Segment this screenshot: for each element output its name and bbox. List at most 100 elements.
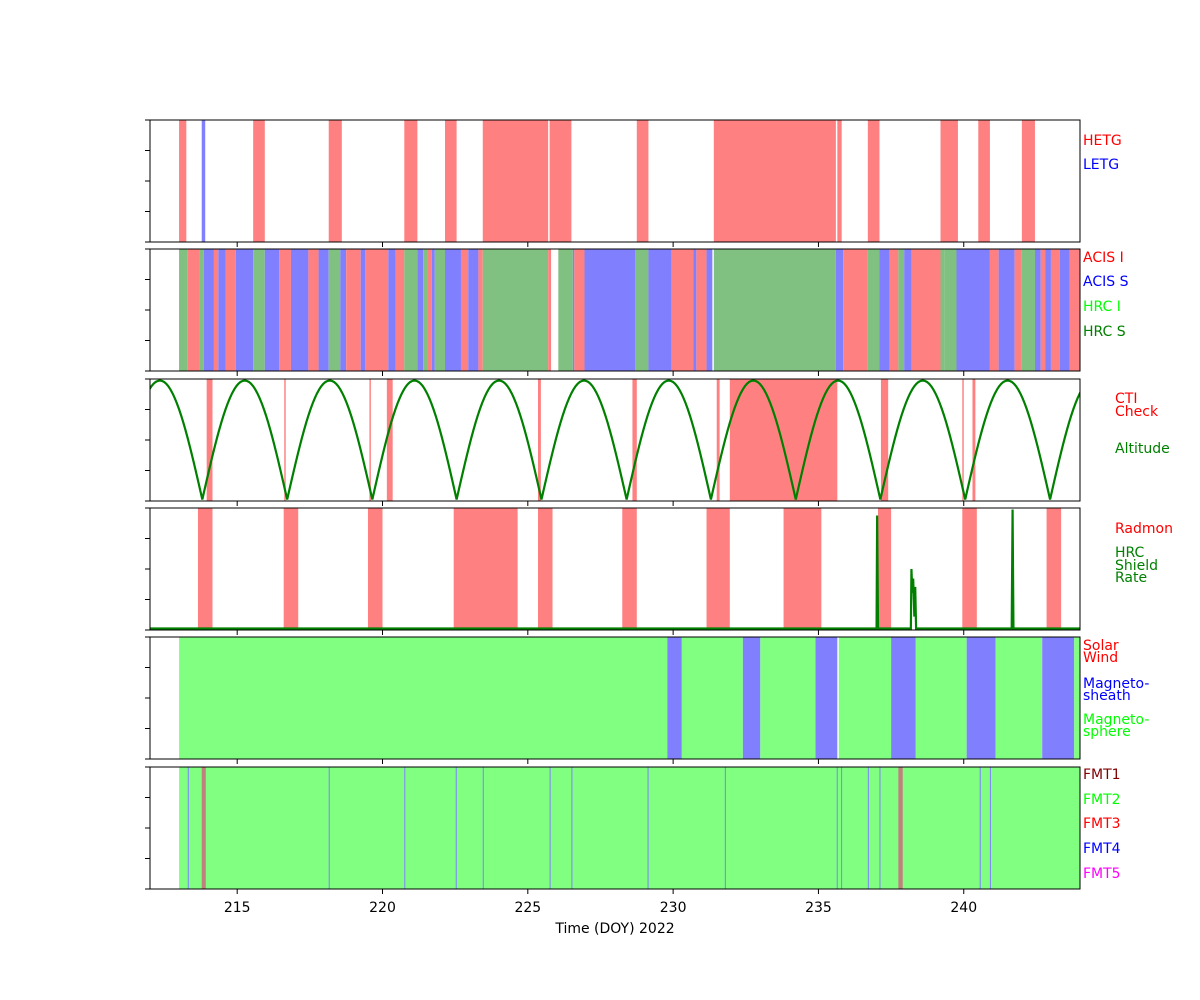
span-bar <box>460 249 469 371</box>
legend-label: FMT3 <box>1083 816 1121 832</box>
span-bar <box>468 249 479 371</box>
span-bar <box>346 249 361 371</box>
span-bar <box>836 767 838 889</box>
span-bar <box>979 767 981 889</box>
span-bar <box>369 379 371 501</box>
legend-label: sheath <box>1083 688 1131 704</box>
span-bar <box>482 249 549 371</box>
span-bar <box>558 249 573 371</box>
span-bar <box>989 767 991 889</box>
span-bar <box>647 767 649 889</box>
legend-label: HRC <box>1115 545 1145 561</box>
span-bar <box>667 637 682 759</box>
x-tick-label: 225 <box>514 900 541 916</box>
legend-label: Magneto- <box>1083 676 1149 692</box>
legend-label: Shield <box>1115 558 1158 574</box>
span-bar <box>318 249 329 371</box>
span-bar <box>1021 249 1035 371</box>
span-bar <box>724 767 726 889</box>
span-bar <box>218 249 226 371</box>
span-bar <box>243 249 254 371</box>
span-bar <box>549 767 551 889</box>
legend-label: ACIS S <box>1083 274 1129 290</box>
span-bar <box>880 379 889 501</box>
span-bar <box>713 249 836 371</box>
panel-fmt: FMT1 FMT2 FMT3 FMT4 FMT5 <box>145 766 1121 894</box>
legend-label: Altitude <box>1115 441 1170 457</box>
span-bar <box>843 249 868 371</box>
span-bar <box>404 767 406 889</box>
span-bar <box>1040 249 1046 371</box>
altitude-line <box>150 379 1080 500</box>
span-bar <box>478 249 483 371</box>
span-bar <box>340 249 347 371</box>
span-bar <box>635 249 649 371</box>
span-bar <box>584 249 636 371</box>
span-bar <box>179 120 187 242</box>
span-bar <box>898 767 903 889</box>
legend-label: sphere <box>1083 724 1131 740</box>
span-bar <box>574 249 585 371</box>
legend-label: Magneto- <box>1083 712 1149 728</box>
span-bar <box>837 120 842 242</box>
panel-plot-area <box>179 120 1035 242</box>
span-bar <box>904 249 912 371</box>
span-bar <box>206 379 213 501</box>
legend-label: HRC S <box>1083 324 1126 340</box>
legend-label: FMT1 <box>1083 767 1121 783</box>
span-bar <box>1059 249 1070 371</box>
span-bar <box>388 249 396 371</box>
panel-plot-area <box>179 767 1080 889</box>
span-bar <box>696 249 707 371</box>
span-bar <box>417 249 424 371</box>
panel-frame <box>149 378 1081 502</box>
span-bar <box>187 767 189 889</box>
span-bar <box>622 508 637 630</box>
span-bar <box>482 767 484 889</box>
span-bar <box>455 767 457 889</box>
span-bar <box>1046 508 1062 630</box>
legend-label: LETG <box>1083 157 1119 173</box>
span-bar <box>729 379 838 501</box>
span-bar <box>386 379 393 501</box>
span-bar <box>898 249 905 371</box>
span-bar <box>915 637 967 759</box>
span-bar <box>197 508 213 630</box>
span-bar <box>187 249 200 371</box>
span-bar <box>404 249 418 371</box>
span-bar <box>889 249 899 371</box>
span-bar <box>940 249 945 371</box>
span-bar <box>878 508 892 630</box>
span-bar <box>879 767 881 889</box>
span-bar <box>279 249 291 371</box>
legend-label: FMT5 <box>1083 866 1121 882</box>
x-tick-label: 215 <box>224 900 251 916</box>
span-bar <box>453 508 518 630</box>
span-bar <box>395 249 405 371</box>
span-bar <box>911 249 941 371</box>
span-bar <box>716 379 720 501</box>
span-bar <box>632 379 637 501</box>
legend-label: HRC I <box>1083 299 1121 315</box>
span-bar <box>972 379 976 501</box>
span-bar <box>328 249 341 371</box>
x-axis-label: Time (DOY) 2022 <box>554 921 674 937</box>
panel-plot-area <box>179 637 1080 759</box>
x-axis: 215 220 225 230 235 240 <box>224 900 977 916</box>
span-bar <box>203 249 214 371</box>
span-bar <box>966 637 996 759</box>
span-bar <box>867 767 869 889</box>
span-bar <box>713 120 836 242</box>
span-bar <box>253 249 265 371</box>
span-bar <box>867 120 880 242</box>
span-bar <box>681 637 743 759</box>
panel-plot-area <box>150 379 1080 501</box>
span-bar <box>891 637 916 759</box>
span-bar <box>962 379 964 501</box>
span-bar <box>706 249 713 371</box>
span-bar <box>537 508 553 630</box>
span-bar <box>444 120 457 242</box>
